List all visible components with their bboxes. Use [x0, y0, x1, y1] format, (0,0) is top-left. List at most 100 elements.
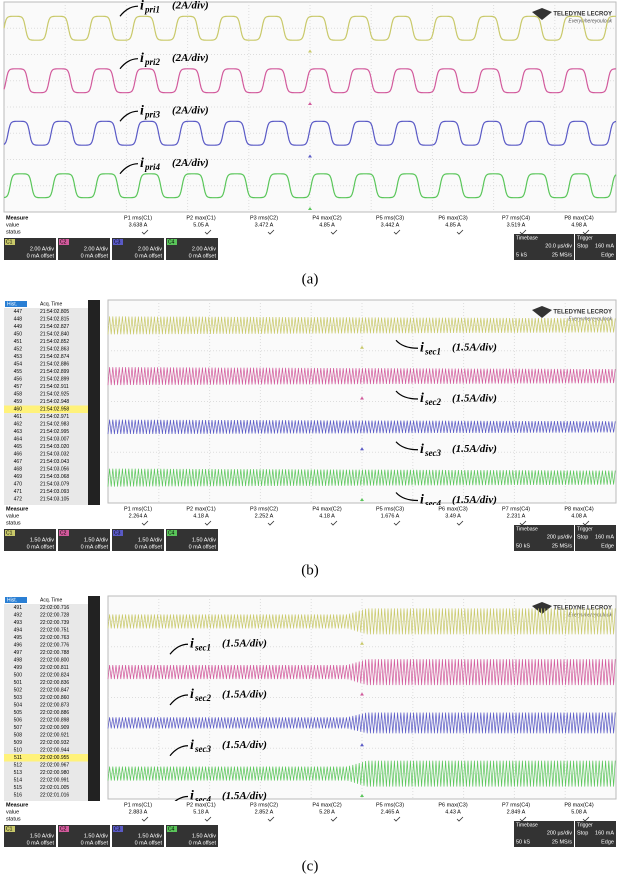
measure-row-label: value [6, 513, 19, 519]
trigger-name: Trigger [577, 526, 593, 532]
measure-value: 5.28 A [319, 809, 335, 815]
measure-name: P7 rms(C4) [502, 506, 530, 512]
channel-name: C4 [168, 826, 175, 832]
history-time: 21:54:02.899 [40, 369, 69, 375]
label-symbol: i [420, 442, 424, 457]
trigger-type: Edge [601, 839, 614, 845]
history-time: 21:54:02.899 [40, 377, 69, 383]
label-scale: (1.5A/div) [452, 443, 497, 455]
history-time: 22:02:00.932 [40, 740, 69, 746]
label-scale: (2A/div) [172, 52, 209, 64]
measure-value: 2.852 A [255, 809, 274, 815]
history-number: 449 [14, 324, 23, 330]
history-time: 22:02:01.005 [40, 785, 69, 791]
channel-name: C3 [114, 239, 121, 245]
label-subscript: pri2 [144, 57, 161, 67]
scrollbar [88, 596, 100, 801]
measure-name: P1 rms(C1) [124, 506, 152, 512]
history-number: 463 [14, 429, 23, 435]
channel-name: C3 [114, 826, 121, 832]
label-scale: (1.5A/div) [222, 739, 267, 751]
history-time: 22:02:00.776 [40, 643, 69, 649]
measure-value: 3.638 A [129, 222, 148, 228]
measure-name: P1 rms(C1) [124, 215, 152, 221]
channel-name: C4 [168, 239, 175, 245]
history-number: 494 [14, 628, 23, 634]
channel-name: C4 [168, 530, 175, 536]
history-time: 22:02:00.751 [40, 628, 69, 634]
measure-row-label: Measure [6, 506, 28, 512]
timebase-div: 200 µs/div [547, 534, 572, 540]
channel-offset: 0 mA offset [189, 840, 217, 846]
channel-name: C2 [60, 530, 67, 536]
timebase-rate: 25 MS/s [552, 252, 572, 258]
channel-offset: 0 mA offset [81, 840, 109, 846]
history-number: 505 [14, 710, 23, 716]
measure-name: P4 max(C2) [312, 506, 342, 512]
channel-offset: 0 mA offset [135, 840, 163, 846]
measure-value: 2.252 A [255, 513, 274, 519]
history-number: 502 [14, 688, 23, 694]
channel-offset: 0 mA offset [81, 544, 109, 550]
channel-scale: 1.50 A/div [84, 537, 108, 543]
measure-name: P8 max(C4) [564, 802, 594, 808]
history-header-cell: Hist. [7, 597, 17, 603]
measure-name: P3 rms(C2) [250, 215, 278, 221]
measure-value: 3.519 A [507, 222, 526, 228]
history-time: 22:02:00.788 [40, 650, 69, 656]
history-time: 22:02:00.860 [40, 695, 69, 701]
measure-name: P6 max(C3) [438, 506, 468, 512]
history-number: 511 [14, 755, 22, 761]
label-subscript: pri1 [144, 4, 160, 14]
history-number: 468 [14, 467, 23, 473]
measure-name: P1 rms(C1) [124, 802, 152, 808]
channel-offset: 0 mA offset [27, 253, 55, 259]
measure-name: P4 max(C2) [312, 215, 342, 221]
label-subscript: pri3 [144, 109, 161, 119]
history-time: 21:54:03.068 [40, 474, 69, 480]
history-number: 461 [14, 414, 23, 420]
channel-scale: 1.50 A/div [30, 833, 54, 839]
measure-name: P5 rms(C3) [376, 215, 404, 221]
figure: TELEDYNE LECROYEverywhereyoulookipri1(2A… [0, 0, 620, 882]
measure-name: P8 max(C4) [564, 506, 594, 512]
history-time: 22:02:00.967 [40, 763, 69, 769]
history-time: 22:02:00.824 [40, 673, 69, 679]
timebase-samples: 5 kS [516, 252, 527, 258]
history-number: 513 [14, 770, 23, 776]
label-scale: (1.5A/div) [222, 688, 267, 700]
timebase-name: Timebase [516, 235, 538, 241]
history-time: 22:02:00.991 [40, 778, 69, 784]
timebase-samples: 50 kS [516, 543, 530, 549]
measure-name: P8 max(C4) [564, 215, 594, 221]
channel-name: C2 [60, 826, 67, 832]
history-time: 21:54:02.995 [40, 429, 69, 435]
history-time: 22:02:00.898 [40, 718, 69, 724]
history-number: 466 [14, 452, 23, 458]
history-time: 21:54:03.007 [40, 437, 69, 443]
label-subscript: sec1 [194, 642, 211, 652]
caption: (c) [302, 858, 319, 874]
measure-value: 4.43 A [445, 809, 461, 815]
history-number: 458 [14, 392, 23, 398]
history-time: 22:02:00.836 [40, 680, 69, 686]
measure-name: P2 max(C1) [186, 506, 216, 512]
trigger-type: Edge [601, 543, 614, 549]
history-number: 448 [14, 317, 23, 323]
measure-name: P5 rms(C3) [376, 506, 404, 512]
trigger-type: Edge [601, 252, 614, 258]
history-number: 509 [14, 740, 23, 746]
measure-name: P6 max(C3) [438, 802, 468, 808]
timebase-div: 20.0 µs/div [545, 243, 572, 249]
history-time: 21:54:02.886 [40, 362, 69, 368]
history-time: 21:54:02.925 [40, 392, 69, 398]
measure-row-label: status [6, 229, 21, 235]
history-time: 21:54:02.827 [40, 324, 69, 330]
history-time: 22:02:00.716 [40, 605, 69, 611]
timebase-name: Timebase [516, 822, 538, 828]
history-number: 515 [14, 785, 23, 791]
history-time: 21:54:03.032 [40, 452, 69, 458]
label-symbol: i [190, 687, 194, 702]
history-header-cell: Acq. Time [40, 597, 62, 603]
history-number: 464 [14, 437, 23, 443]
